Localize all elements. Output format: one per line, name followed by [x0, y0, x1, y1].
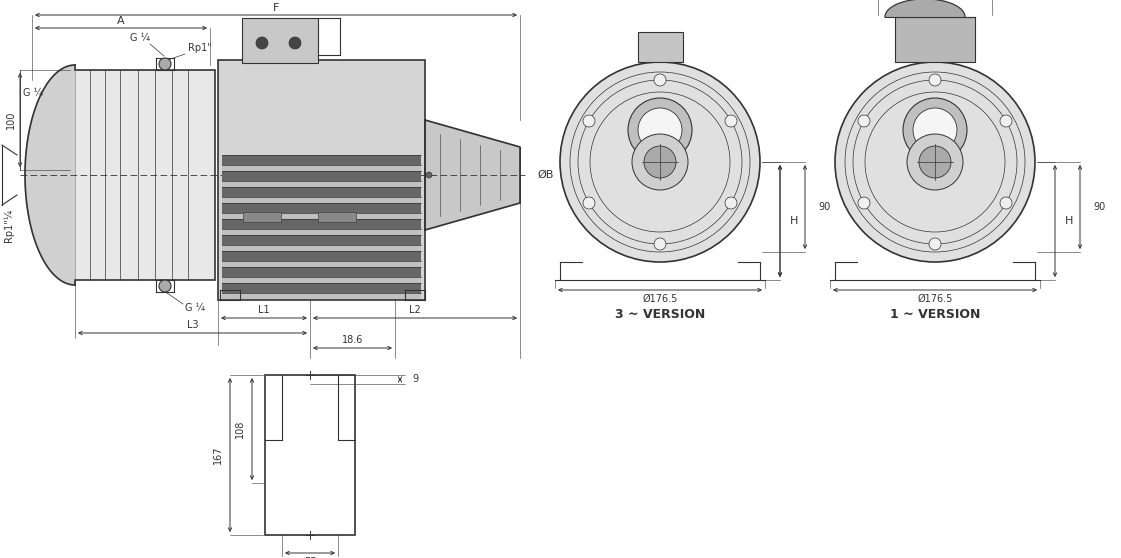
- Bar: [318, 212, 356, 222]
- Text: H: H: [790, 216, 798, 226]
- Bar: [222, 267, 421, 277]
- Bar: [222, 235, 421, 245]
- Circle shape: [583, 115, 595, 127]
- Circle shape: [1000, 197, 1012, 209]
- Circle shape: [725, 115, 736, 127]
- Bar: [222, 165, 421, 171]
- Circle shape: [919, 146, 951, 178]
- Text: L1: L1: [258, 305, 270, 315]
- Circle shape: [256, 37, 268, 49]
- Circle shape: [725, 197, 736, 209]
- Bar: [222, 277, 421, 283]
- Circle shape: [628, 98, 692, 162]
- Text: G ¼: G ¼: [185, 303, 205, 313]
- Circle shape: [560, 62, 760, 262]
- Circle shape: [858, 197, 870, 209]
- Circle shape: [643, 146, 676, 178]
- Bar: [265, 375, 355, 535]
- Text: 108: 108: [235, 420, 245, 438]
- Circle shape: [159, 58, 172, 70]
- Circle shape: [289, 37, 302, 49]
- Bar: [243, 212, 281, 222]
- Bar: [242, 18, 318, 63]
- Bar: [222, 245, 421, 251]
- Bar: [638, 32, 683, 62]
- Text: 9: 9: [413, 374, 418, 384]
- Circle shape: [835, 62, 1035, 262]
- Bar: [222, 155, 421, 165]
- Text: 90: 90: [818, 202, 831, 212]
- Text: 167: 167: [213, 446, 223, 464]
- Circle shape: [426, 172, 432, 178]
- Bar: [222, 283, 421, 293]
- Text: L3: L3: [187, 320, 198, 330]
- Circle shape: [1000, 115, 1012, 127]
- Text: G ¼: G ¼: [22, 88, 43, 98]
- Bar: [75, 70, 215, 280]
- Circle shape: [632, 134, 688, 190]
- Text: ØB: ØB: [537, 170, 554, 180]
- Circle shape: [907, 134, 963, 190]
- Bar: [222, 219, 421, 229]
- Bar: [222, 203, 421, 213]
- Bar: [222, 197, 421, 203]
- Bar: [222, 213, 421, 219]
- Text: Ø176.5: Ø176.5: [917, 294, 953, 304]
- Bar: [222, 171, 421, 181]
- Bar: [222, 181, 421, 187]
- Text: 1 ~ VERSION: 1 ~ VERSION: [890, 309, 980, 321]
- Text: 3 ~ VERSION: 3 ~ VERSION: [615, 309, 705, 321]
- Text: 18.6: 18.6: [342, 335, 363, 345]
- Circle shape: [583, 197, 595, 209]
- Polygon shape: [425, 120, 520, 230]
- Text: 100: 100: [6, 111, 16, 129]
- Bar: [895, 17, 975, 62]
- Bar: [217, 60, 425, 300]
- Text: 55: 55: [304, 557, 316, 558]
- Circle shape: [929, 74, 941, 86]
- Bar: [222, 251, 421, 261]
- Bar: [222, 293, 421, 299]
- Text: Rp1": Rp1": [188, 43, 212, 53]
- Circle shape: [159, 280, 172, 292]
- Bar: [222, 229, 421, 235]
- Circle shape: [912, 108, 957, 152]
- Text: Ø176.5: Ø176.5: [642, 294, 678, 304]
- Circle shape: [904, 98, 967, 162]
- Circle shape: [654, 238, 666, 250]
- Bar: [222, 261, 421, 267]
- Polygon shape: [884, 0, 965, 17]
- Text: Rp1"¼: Rp1"¼: [3, 208, 15, 242]
- Text: L2: L2: [409, 305, 420, 315]
- Bar: [222, 187, 421, 197]
- Text: G ¼: G ¼: [130, 33, 150, 43]
- Circle shape: [638, 108, 682, 152]
- Circle shape: [654, 74, 666, 86]
- Text: H: H: [1065, 216, 1074, 226]
- Polygon shape: [25, 65, 75, 285]
- Circle shape: [858, 115, 870, 127]
- Circle shape: [929, 238, 941, 250]
- Text: F: F: [272, 3, 279, 13]
- Text: 90: 90: [1093, 202, 1105, 212]
- Text: A: A: [118, 16, 124, 26]
